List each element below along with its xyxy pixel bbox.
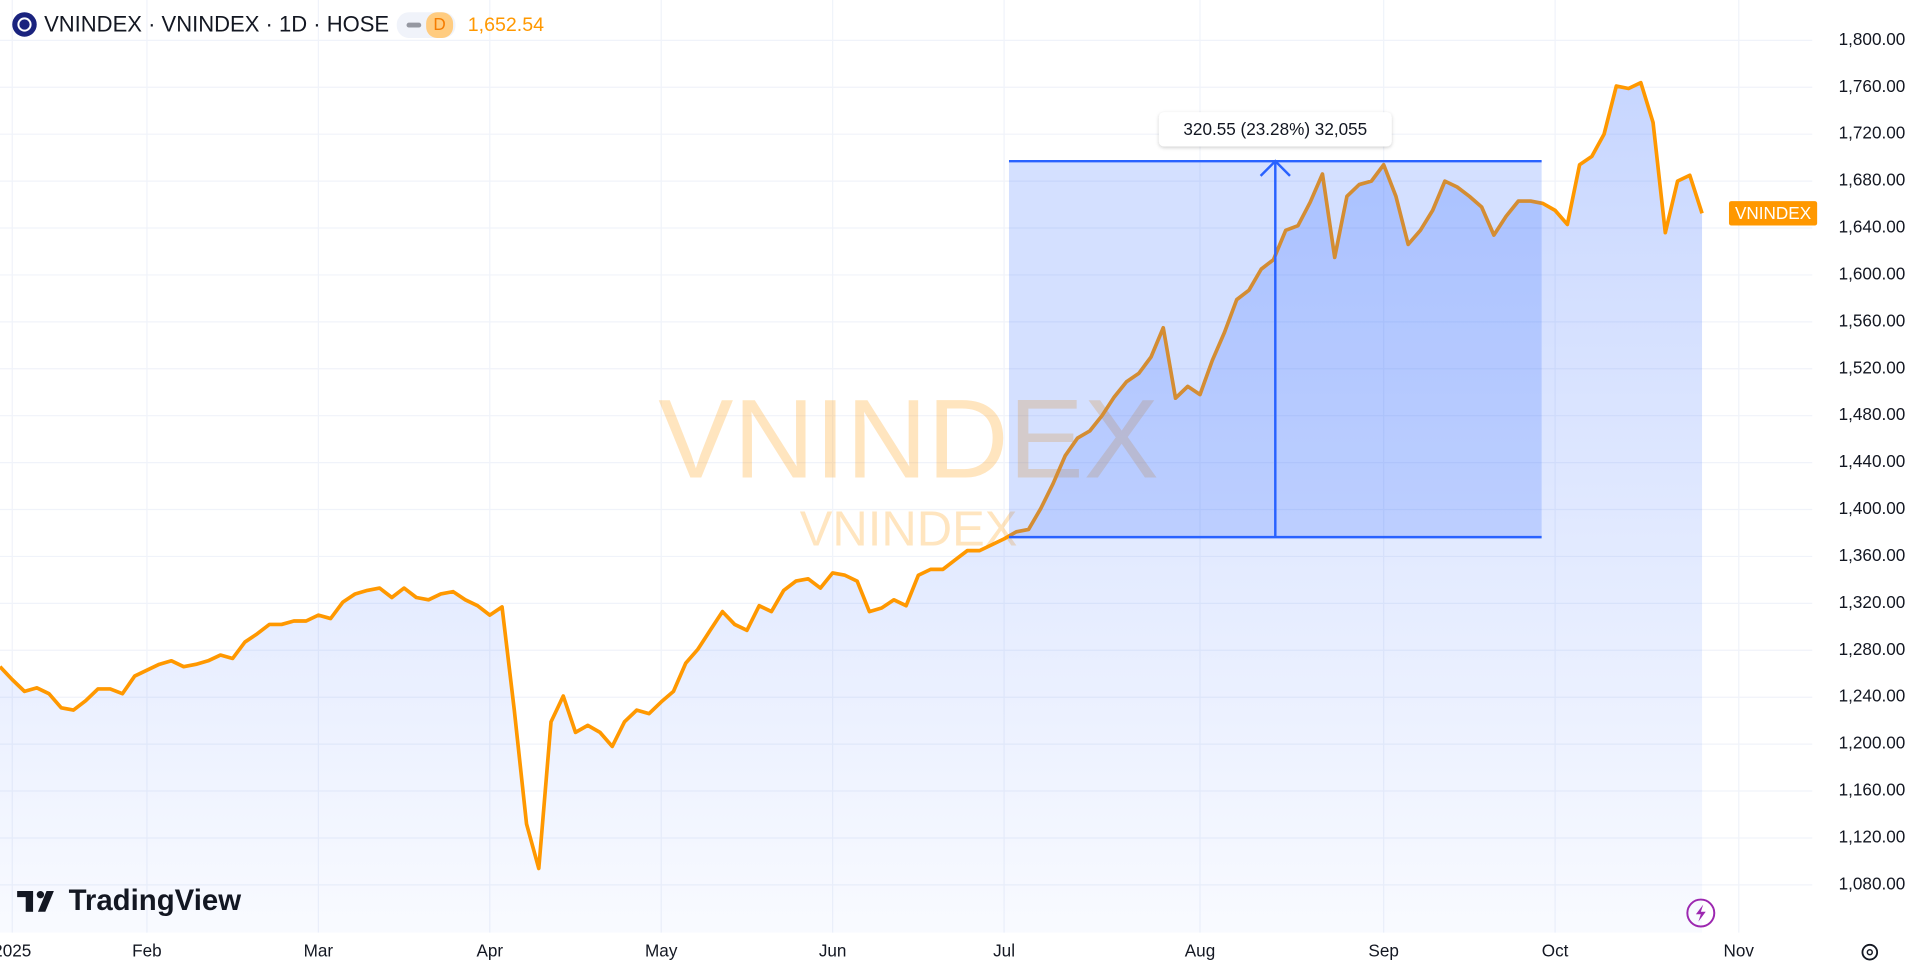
- x-tick-label: Jul: [993, 941, 1015, 961]
- settings-icon: [1866, 949, 1873, 956]
- interval-badge: [426, 12, 454, 38]
- y-tick-label: 1,080.00: [1839, 873, 1906, 893]
- status-dash: [406, 22, 422, 28]
- x-tick-label: Sep: [1368, 941, 1398, 961]
- y-tick-label: 1,480.00: [1839, 404, 1906, 424]
- last-price: 1,652.54: [468, 14, 544, 36]
- price-line: [0, 80, 1704, 871]
- brand-name: TradingView: [69, 884, 242, 917]
- y-tick-label: 1,600.00: [1839, 263, 1906, 283]
- y-tick-label: 1,360.00: [1839, 545, 1906, 565]
- y-tick-label: 1,800.00: [1839, 29, 1906, 49]
- y-tick-label: 1,280.00: [1839, 639, 1906, 659]
- x-tick-label: Apr: [476, 941, 503, 961]
- x-tick-label: Oct: [1542, 941, 1569, 961]
- x-tick-label: Nov: [1724, 941, 1755, 961]
- measure-label-box: [1158, 112, 1392, 147]
- x-tick-label: Jun: [819, 941, 847, 961]
- x-tick-label: Mar: [304, 941, 334, 961]
- last-value-tag: [1728, 201, 1818, 226]
- y-tick-label: 1,200.00: [1839, 733, 1906, 753]
- y-tick-label: 1,120.00: [1839, 826, 1906, 846]
- lightning-icon: [1695, 904, 1706, 922]
- watermark-description: VNINDEX: [800, 502, 1018, 556]
- x-tick-label: May: [645, 941, 678, 961]
- interval-label: D: [433, 14, 445, 34]
- y-tick-label: 1,640.00: [1839, 217, 1906, 237]
- y-tick-label: 1,680.00: [1839, 170, 1906, 190]
- y-tick-label: 1,720.00: [1839, 123, 1906, 143]
- logo-part: [17, 890, 34, 898]
- y-tick-label: 1,560.00: [1839, 310, 1906, 330]
- x-tick-label: Aug: [1185, 941, 1215, 961]
- x-tick-label: 2025: [0, 941, 31, 961]
- y-tick-label: 1,240.00: [1839, 686, 1906, 706]
- x-tick-label: Feb: [132, 941, 162, 961]
- measure-label: 320.55 (23.28%) 32,055: [1183, 119, 1367, 139]
- logo-part: [36, 890, 45, 899]
- symbol-logo-ring: [17, 17, 32, 32]
- symbol-title[interactable]: VNINDEX · VNINDEX · 1D · HOSE: [44, 12, 389, 37]
- symbol-logo: [12, 12, 37, 37]
- tradingview-logo[interactable]: TradingView: [17, 884, 241, 917]
- y-tick-label: 1,520.00: [1839, 357, 1906, 377]
- measure-arrow-head: [1259, 159, 1291, 177]
- y-tick-label: 1,440.00: [1839, 451, 1906, 471]
- y-tick-label: 1,320.00: [1839, 592, 1906, 612]
- y-tick-label: 1,760.00: [1839, 76, 1906, 96]
- logo-part: [37, 890, 54, 912]
- settings-button[interactable]: [1861, 943, 1879, 961]
- lightning-button[interactable]: [1686, 898, 1716, 928]
- y-tick-label: 1,400.00: [1839, 498, 1906, 518]
- series-name-tag: VNINDEX: [1735, 203, 1812, 223]
- y-tick-label: 1,160.00: [1839, 780, 1906, 800]
- logo-part: [25, 890, 34, 912]
